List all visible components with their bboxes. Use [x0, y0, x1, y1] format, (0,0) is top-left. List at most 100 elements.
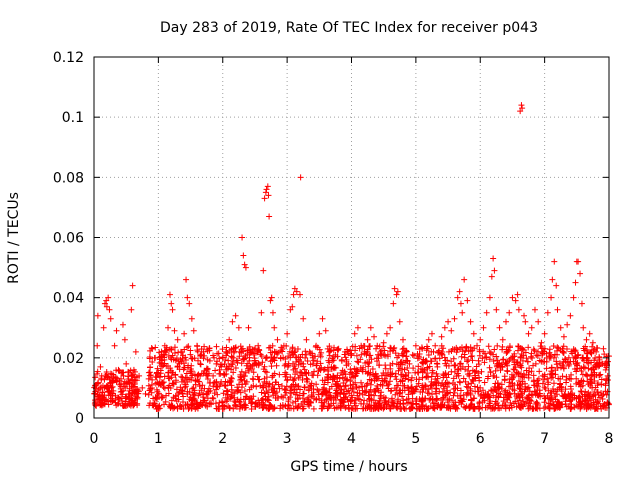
data-point — [453, 373, 460, 380]
data-point — [382, 352, 389, 359]
data-point — [333, 381, 340, 388]
data-point — [467, 318, 474, 325]
data-point — [197, 361, 204, 368]
data-point — [225, 357, 232, 364]
data-point — [207, 387, 214, 394]
data-point — [404, 384, 411, 391]
data-point — [263, 186, 270, 193]
data-point — [423, 343, 430, 350]
data-point — [255, 342, 262, 349]
y-tick-label: 0.04 — [53, 291, 84, 307]
data-point — [388, 345, 395, 352]
data-point — [188, 315, 195, 322]
data-point — [334, 347, 341, 354]
data-point — [275, 394, 282, 401]
data-point — [386, 405, 393, 412]
data-point — [344, 376, 351, 383]
data-point — [180, 399, 187, 406]
data-point — [115, 366, 122, 373]
data-point — [276, 371, 283, 378]
data-point — [447, 404, 454, 411]
data-point — [469, 401, 476, 408]
data-point — [154, 379, 161, 386]
x-tick-label: 0 — [90, 431, 99, 447]
data-point — [257, 351, 264, 358]
data-point — [577, 404, 584, 411]
data-point — [582, 371, 589, 378]
data-point — [269, 357, 276, 364]
data-point — [261, 363, 268, 370]
data-point — [559, 345, 566, 352]
data-point — [97, 384, 104, 391]
data-point — [289, 303, 296, 310]
data-point — [578, 300, 585, 307]
data-point — [121, 336, 128, 343]
data-point — [509, 386, 516, 393]
data-point — [278, 393, 285, 400]
data-point — [103, 303, 110, 310]
data-point — [278, 382, 285, 389]
data-point — [364, 380, 371, 387]
data-point — [537, 343, 544, 350]
data-point — [479, 387, 486, 394]
data-point — [374, 382, 381, 389]
data-point — [451, 389, 458, 396]
data-point — [222, 394, 229, 401]
data-point — [589, 380, 596, 387]
data-point — [200, 355, 207, 362]
data-point — [483, 309, 490, 316]
data-point — [486, 356, 493, 363]
data-point — [292, 354, 299, 361]
x-tick-label: 4 — [347, 431, 356, 447]
data-point — [380, 351, 387, 358]
data-point — [349, 394, 356, 401]
data-point — [110, 374, 117, 381]
data-point — [263, 374, 270, 381]
data-point — [531, 347, 538, 354]
data-point — [197, 360, 204, 367]
data-point — [518, 392, 525, 399]
data-point — [152, 373, 159, 380]
data-point — [423, 374, 430, 381]
data-point — [425, 336, 432, 343]
data-point — [148, 381, 155, 388]
data-point — [528, 324, 535, 331]
data-point — [293, 288, 300, 295]
data-point — [191, 387, 198, 394]
data-point — [486, 394, 493, 401]
data-point — [273, 379, 280, 386]
data-point — [309, 360, 316, 367]
data-point — [303, 351, 310, 358]
data-point — [428, 330, 435, 337]
data-point — [131, 389, 138, 396]
data-point — [310, 357, 317, 364]
data-point — [405, 369, 412, 376]
data-point — [469, 357, 476, 364]
data-point — [527, 397, 534, 404]
data-point — [236, 398, 243, 405]
data-point — [103, 396, 110, 403]
data-point — [130, 399, 137, 406]
data-point — [525, 371, 532, 378]
data-point — [246, 343, 253, 350]
data-point — [563, 403, 570, 410]
data-point — [457, 379, 464, 386]
data-point — [497, 367, 504, 374]
data-point — [267, 297, 274, 304]
data-point — [321, 399, 328, 406]
data-point — [579, 355, 586, 362]
data-point — [200, 397, 207, 404]
data-point — [457, 300, 464, 307]
data-point — [258, 309, 265, 316]
data-point — [518, 102, 525, 109]
data-point — [134, 395, 141, 402]
data-point — [265, 192, 272, 199]
data-point — [102, 397, 109, 404]
data-point — [493, 363, 500, 370]
data-point — [445, 371, 452, 378]
data-point — [566, 375, 573, 382]
data-point — [470, 395, 477, 402]
data-point — [459, 348, 466, 355]
data-point — [297, 386, 304, 393]
data-point — [426, 396, 433, 403]
